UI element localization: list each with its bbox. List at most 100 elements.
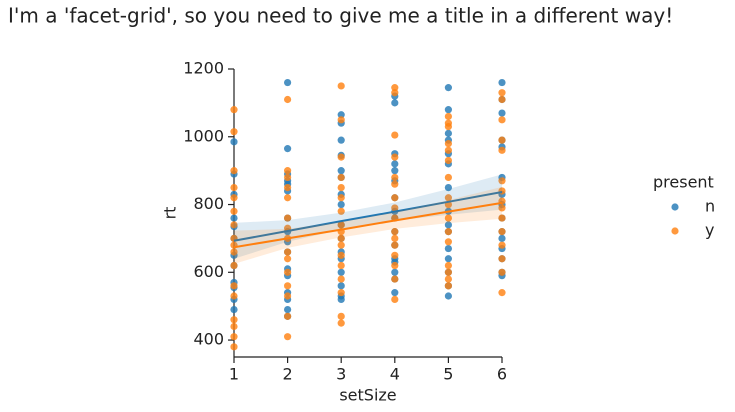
- point: [498, 89, 506, 97]
- point: [337, 234, 345, 243]
- point: [444, 268, 452, 276]
- point: [391, 173, 399, 182]
- point: [498, 214, 506, 222]
- point: [444, 129, 452, 137]
- point: [337, 241, 345, 249]
- point: [284, 173, 292, 182]
- point: [284, 333, 292, 341]
- point: [444, 194, 452, 202]
- point: [444, 156, 452, 165]
- point: [444, 123, 452, 131]
- x-tick-label: 1: [229, 365, 239, 384]
- point: [230, 221, 238, 229]
- legend-marker: [671, 203, 679, 211]
- point: [230, 282, 238, 290]
- legend-marker: [671, 227, 679, 235]
- point: [391, 194, 399, 202]
- point: [230, 106, 238, 114]
- x-axis-label: setSize: [339, 386, 396, 405]
- legend-title: present: [653, 173, 714, 192]
- x-tick-label: 2: [283, 365, 293, 384]
- point: [284, 312, 292, 320]
- x-tick-label: 4: [390, 365, 400, 384]
- point: [230, 292, 238, 300]
- point: [284, 292, 292, 300]
- point: [391, 131, 399, 139]
- point: [444, 221, 452, 229]
- point: [498, 241, 506, 249]
- point: [391, 289, 399, 297]
- point: [230, 322, 238, 331]
- point: [284, 167, 292, 175]
- point: [498, 268, 506, 276]
- point: [337, 261, 345, 270]
- point: [498, 146, 506, 154]
- point: [230, 138, 238, 146]
- point: [230, 214, 238, 222]
- point: [391, 167, 399, 175]
- point: [444, 228, 452, 236]
- point: [284, 183, 292, 192]
- y-tick-label: 800: [193, 194, 224, 213]
- point: [498, 228, 506, 236]
- point: [444, 292, 452, 300]
- point: [337, 268, 345, 276]
- y-tick-label: 400: [193, 330, 224, 349]
- y-axis-label: rt: [161, 207, 180, 220]
- point: [337, 194, 345, 202]
- point: [391, 160, 399, 168]
- point: [391, 295, 399, 303]
- point: [230, 343, 238, 351]
- point: [498, 136, 506, 144]
- point: [284, 305, 292, 314]
- point: [498, 289, 506, 297]
- point: [230, 316, 238, 324]
- point: [391, 153, 399, 161]
- point: [391, 251, 399, 259]
- point: [498, 177, 506, 185]
- point: [391, 84, 399, 92]
- point: [337, 116, 345, 124]
- point: [230, 305, 238, 314]
- point: [444, 106, 452, 114]
- point: [498, 116, 506, 124]
- y-tick-label: 1000: [183, 126, 224, 145]
- point: [230, 248, 238, 256]
- point: [498, 234, 506, 243]
- point: [444, 84, 452, 92]
- point: [391, 234, 399, 243]
- x-tick-label: 3: [336, 365, 346, 384]
- point: [337, 295, 345, 303]
- point: [284, 214, 292, 222]
- point: [337, 173, 345, 182]
- point: [498, 78, 506, 87]
- point: [337, 221, 345, 229]
- point: [284, 282, 292, 290]
- regression-line: [233, 191, 503, 242]
- point: [391, 204, 399, 212]
- regression-line: [233, 201, 503, 249]
- y-tick-label: 1200: [183, 59, 224, 78]
- point: [444, 261, 452, 270]
- point: [391, 268, 399, 276]
- point: [391, 99, 399, 107]
- point: [337, 289, 345, 297]
- point: [284, 268, 292, 276]
- point: [391, 228, 399, 236]
- point: [444, 255, 452, 263]
- point: [391, 275, 399, 283]
- point: [444, 238, 452, 246]
- point: [391, 180, 399, 188]
- point: [284, 255, 292, 263]
- point: [337, 136, 345, 144]
- point: [284, 95, 292, 104]
- point: [444, 139, 452, 148]
- point: [337, 275, 345, 283]
- point: [444, 275, 452, 283]
- point: [444, 244, 452, 253]
- point: [498, 109, 506, 117]
- point: [337, 251, 345, 259]
- point: [337, 312, 345, 320]
- legend-label: y: [705, 221, 714, 240]
